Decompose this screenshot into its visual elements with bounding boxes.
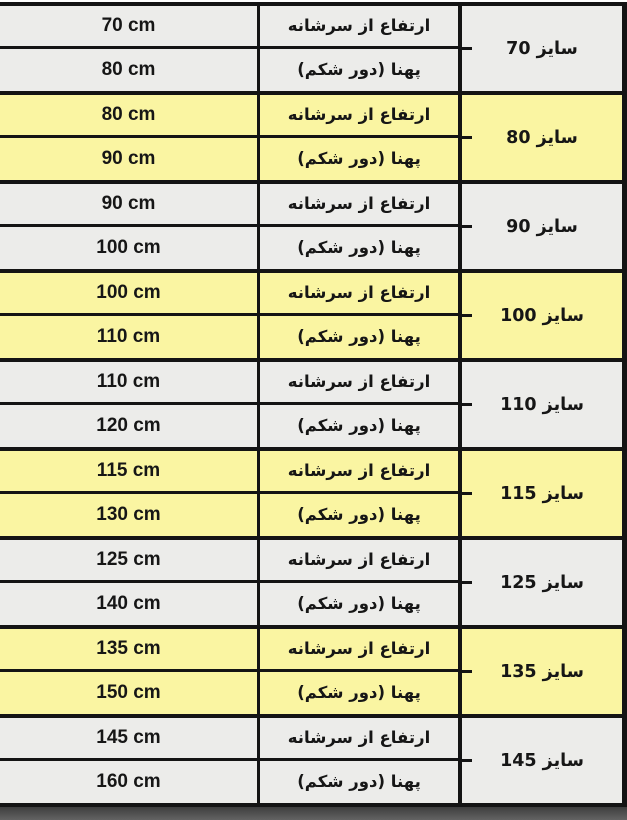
shoulder-height-label: ارتفاع از سرشانه [260,184,462,227]
shoulder-height-value: 90 cm [0,184,260,227]
belly-width-value: 150 cm [0,671,260,714]
shoulder-height-label: ارتفاع از سرشانه [260,718,462,761]
shoulder-height-value: 70 cm [0,6,260,49]
belly-width-value: 120 cm [0,404,260,447]
belly-width-label: پهنا (دور شکم) [260,582,462,625]
size-group: 90 cm ارتفاع از سرشانه سایز 90 100 cm په… [0,184,622,273]
belly-width-value: 90 cm [0,137,260,180]
shoulder-height-value: 115 cm [0,451,260,494]
shoulder-height-label: ارتفاع از سرشانه [260,540,462,583]
belly-width-value: 110 cm [0,315,260,358]
belly-width-label: پهنا (دور شکم) [260,137,462,180]
size-cell: سایز 100 [462,273,622,358]
belly-width-label: پهنا (دور شکم) [260,671,462,714]
belly-width-value: 140 cm [0,582,260,625]
belly-width-label: پهنا (دور شکم) [260,760,462,803]
belly-width-value: 130 cm [0,493,260,536]
size-group: 125 cm ارتفاع از سرشانه سایز 125 140 cm … [0,540,622,629]
belly-width-label: پهنا (دور شکم) [260,48,462,91]
photo-edge-shadow [0,807,627,820]
size-cell: سایز 145 [462,718,622,803]
size-group: 70 cm ارتفاع از سرشانه سایز 70 80 cm پهن… [0,6,622,95]
shoulder-height-value: 110 cm [0,362,260,405]
belly-width-value: 160 cm [0,760,260,803]
size-group: 100 cm ارتفاع از سرشانه سایز 100 110 cm … [0,273,622,362]
size-cell: سایز 110 [462,362,622,447]
belly-width-label: پهنا (دور شکم) [260,226,462,269]
size-group: 115 cm ارتفاع از سرشانه سایز 115 130 cm … [0,451,622,540]
shoulder-height-label: ارتفاع از سرشانه [260,362,462,405]
shoulder-height-value: 80 cm [0,95,260,138]
belly-width-label: پهنا (دور شکم) [260,315,462,358]
shoulder-height-label: ارتفاع از سرشانه [260,6,462,49]
belly-width-value: 100 cm [0,226,260,269]
shoulder-height-value: 100 cm [0,273,260,316]
shoulder-height-value: 125 cm [0,540,260,583]
size-cell: سایز 80 [462,95,622,180]
size-cell: سایز 70 [462,6,622,91]
shoulder-height-label: ارتفاع از سرشانه [260,95,462,138]
size-cell: سایز 135 [462,629,622,714]
size-group: 135 cm ارتفاع از سرشانه سایز 135 150 cm … [0,629,622,718]
shoulder-height-value: 145 cm [0,718,260,761]
size-group: 80 cm ارتفاع از سرشانه سایز 80 90 cm پهن… [0,95,622,184]
size-group: 110 cm ارتفاع از سرشانه سایز 110 120 cm … [0,362,622,451]
size-cell: سایز 115 [462,451,622,536]
belly-width-value: 80 cm [0,48,260,91]
belly-width-label: پهنا (دور شکم) [260,493,462,536]
shoulder-height-label: ارتفاع از سرشانه [260,273,462,316]
shoulder-height-label: ارتفاع از سرشانه [260,451,462,494]
size-cell: سایز 125 [462,540,622,625]
shoulder-height-label: ارتفاع از سرشانه [260,629,462,672]
shoulder-height-value: 135 cm [0,629,260,672]
size-cell: سایز 90 [462,184,622,269]
size-group: 145 cm ارتفاع از سرشانه سایز 145 160 cm … [0,718,622,807]
belly-width-label: پهنا (دور شکم) [260,404,462,447]
